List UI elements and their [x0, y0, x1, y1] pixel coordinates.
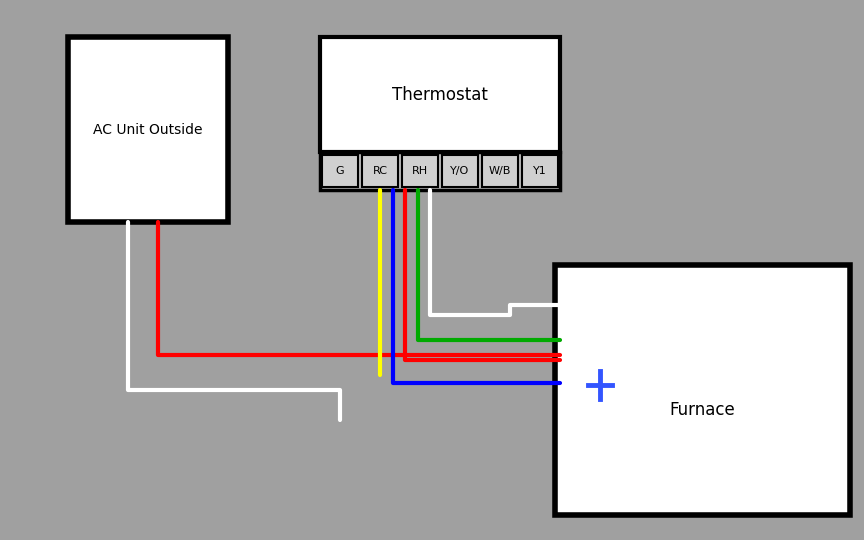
Bar: [320, 152, 560, 190]
Text: Y/O: Y/O: [450, 166, 470, 176]
Bar: [320, 37, 560, 152]
Text: Thermostat: Thermostat: [392, 85, 488, 104]
Bar: [522, 155, 558, 187]
Bar: [68, 37, 228, 222]
Text: RC: RC: [372, 166, 387, 176]
Bar: [362, 155, 398, 187]
Bar: [442, 155, 478, 187]
Text: W/B: W/B: [489, 166, 511, 176]
Text: Furnace: Furnace: [670, 401, 735, 419]
Text: RH: RH: [412, 166, 428, 176]
Text: G: G: [336, 166, 345, 176]
Bar: [482, 155, 518, 187]
Text: Y1: Y1: [533, 166, 547, 176]
Bar: [555, 265, 850, 515]
Text: AC Unit Outside: AC Unit Outside: [93, 123, 203, 137]
Bar: [322, 155, 358, 187]
Bar: [402, 155, 438, 187]
